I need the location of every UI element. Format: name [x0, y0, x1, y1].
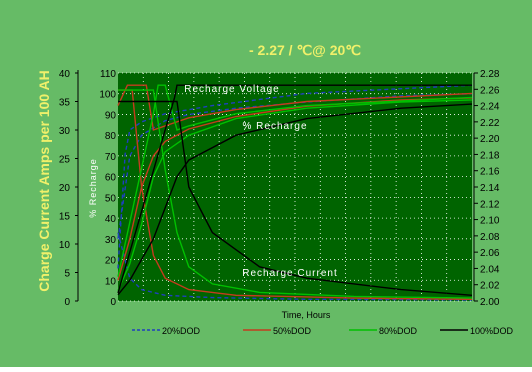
left-outer-tick-label: 25 — [59, 155, 71, 166]
right-tick-label: 2.02 — [480, 281, 500, 292]
legend-label: 50%DOD — [273, 326, 312, 336]
right-tick-label: 2.26 — [480, 85, 500, 96]
right-tick-label: 2.00 — [480, 297, 500, 308]
series-100-dod-current-line — [118, 100, 473, 296]
left-inner-tick-label: 60 — [105, 173, 117, 184]
left-inner-tick-label: 10 — [105, 276, 117, 287]
annotation-label: Recharge Voltage — [184, 84, 280, 95]
legend-label: 20%DOD — [162, 326, 201, 336]
left-outer-tick-label: 10 — [59, 240, 71, 251]
right-tick-label: 2.18 — [480, 150, 500, 161]
series-80-dod-voltage-line — [117, 84, 473, 277]
right-tick-label: 2.10 — [480, 216, 500, 227]
right-tick-label: 2.12 — [480, 199, 500, 210]
left-outer-tick-label: 15 — [59, 212, 71, 223]
right-tick-label: 2.08 — [480, 232, 500, 243]
right-tick-label: 2.22 — [480, 118, 500, 129]
right-tick-label: 2.06 — [480, 248, 500, 259]
left-outer-tick-label: 5 — [64, 269, 70, 280]
left-outer-tick-label: 35 — [59, 98, 71, 109]
left-inner-tick-label: 30 — [105, 235, 117, 246]
left-inner-tick-label: 50 — [105, 193, 117, 204]
legend-label: 100%DOD — [470, 326, 514, 336]
left-outer-tick-label: 20 — [59, 183, 71, 194]
left-outer-axis-label: Charge Current Amps per 100 AH — [36, 70, 52, 291]
right-tick-label: 2.16 — [480, 167, 500, 178]
left-inner-tick-label: 40 — [105, 214, 117, 225]
left-outer-tick-label: 40 — [59, 69, 71, 80]
series-80-dod-recharge-line — [117, 99, 473, 291]
series-100-dod-voltage-line — [117, 84, 472, 294]
left-inner-tick-label: 70 — [105, 152, 117, 163]
series-20-dod-recharge-line — [117, 93, 473, 239]
left-inner-tick-label: 100 — [99, 90, 116, 101]
right-tick-label: 2.28 — [480, 69, 500, 80]
annotation-label: % Recharge — [242, 121, 307, 132]
left-inner-tick-label: 20 — [105, 256, 117, 267]
left-outer-tick-label: 30 — [59, 126, 71, 137]
right-tick-label: 2.14 — [480, 183, 500, 194]
left-inner-tick-label: 110 — [100, 69, 116, 80]
left-inner-tick-label: 80 — [105, 131, 117, 142]
right-tick-label: 2.20 — [480, 134, 500, 145]
x-axis-label: Time, Hours — [282, 310, 331, 320]
right-tick-label: 2.24 — [480, 102, 500, 113]
right-tick-label: 2.04 — [480, 264, 500, 275]
series-20-dod-current-line — [117, 232, 473, 301]
left-outer-tick-label: 0 — [64, 297, 70, 308]
series-50-dod-voltage-line — [117, 84, 473, 131]
plot-layer: 0 5 10 15 20 25 30 35 40 0 10 20 30 40 50 60 70 80 90 100 11… — [59, 69, 514, 336]
series-100-dod-recharge-line — [117, 103, 473, 296]
left-inner-tick-label: 0 — [110, 297, 116, 308]
series-80-dod-current-line — [118, 89, 473, 299]
annotation-label: Recharge Current — [242, 268, 337, 279]
left-inner-tick-label: 90 — [105, 110, 117, 121]
chart-title: - 2.27 / ℃@ 20℃ — [249, 42, 361, 58]
legend-label: 80%DOD — [379, 326, 418, 336]
left-inner-axis-label: % Recharge — [88, 158, 98, 218]
series-50-dod-current-line — [118, 89, 473, 300]
